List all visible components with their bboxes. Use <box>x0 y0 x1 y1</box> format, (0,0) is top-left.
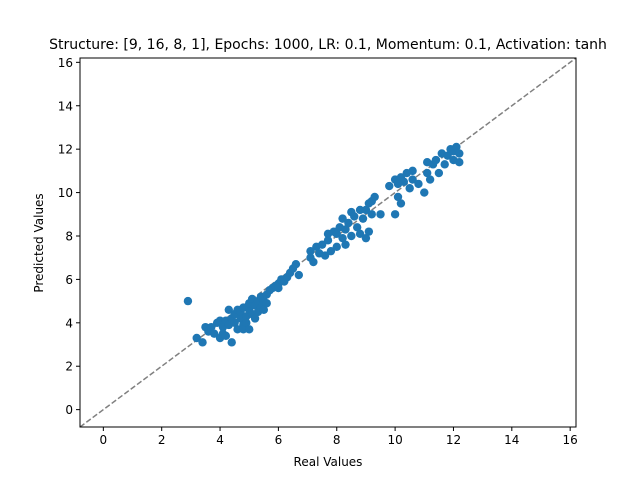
data-point <box>210 329 219 338</box>
data-point <box>361 205 371 215</box>
y-tick-label: 16 <box>58 56 73 70</box>
y-tick-label: 8 <box>65 229 73 243</box>
data-point <box>224 305 233 314</box>
data-point <box>250 314 260 323</box>
axes-frame <box>79 57 577 428</box>
y-tick-label: 12 <box>58 143 73 157</box>
data-point <box>358 214 368 223</box>
data-point <box>341 240 350 249</box>
data-point <box>233 325 242 334</box>
plot-clipped-group <box>80 58 576 427</box>
plot-area: 0 2 4 6 8 10 12 14 16 0 2 4 6 8 10 12 14 16 <box>58 56 578 447</box>
data-point <box>326 246 336 256</box>
data-point <box>309 257 318 267</box>
chart-title: Structure: [9, 16, 8, 1], Epochs: 1000, … <box>49 37 607 53</box>
y-tick-label: 10 <box>58 186 73 200</box>
x-tick-label: 10 <box>387 433 402 447</box>
y-tick-label: 6 <box>65 273 73 287</box>
data-point <box>198 338 207 347</box>
data-point <box>455 149 464 158</box>
data-point <box>207 322 216 332</box>
data-point <box>364 227 374 236</box>
data-point <box>376 210 385 219</box>
data-point <box>408 175 417 184</box>
data-point <box>332 242 341 252</box>
x-axis-label: Real Values <box>294 455 363 469</box>
data-point <box>317 240 327 249</box>
data-point <box>396 199 406 208</box>
data-point <box>385 181 394 191</box>
data-point <box>452 142 461 152</box>
data-point <box>434 168 444 178</box>
data-point <box>414 179 423 189</box>
data-point <box>399 177 409 186</box>
data-point <box>245 325 254 334</box>
data-point <box>338 233 347 243</box>
data-point <box>338 214 347 223</box>
x-tick-label: 8 <box>333 433 341 447</box>
x-tick-label: 6 <box>275 433 283 447</box>
data-point <box>390 210 400 219</box>
data-point <box>408 166 417 176</box>
data-point <box>420 188 429 197</box>
data-point <box>183 296 193 306</box>
data-point <box>259 305 269 314</box>
y-tick-label: 0 <box>65 403 73 417</box>
data-point <box>431 155 441 165</box>
y-tick-label: 2 <box>65 360 73 374</box>
x-tick-label: 14 <box>504 433 519 447</box>
data-point <box>242 318 251 328</box>
data-point <box>425 175 435 184</box>
data-point <box>352 223 362 232</box>
y-tick-label: 4 <box>65 316 73 330</box>
data-point <box>347 231 356 241</box>
data-point <box>405 184 414 193</box>
data-point <box>443 151 452 160</box>
data-point <box>227 338 236 347</box>
data-point <box>332 229 341 239</box>
x-tick-label: 12 <box>446 433 461 447</box>
data-point <box>367 210 376 219</box>
data-point <box>192 333 201 343</box>
data-point <box>455 157 464 167</box>
x-tick-label: 16 <box>563 433 578 447</box>
data-point <box>306 246 315 256</box>
data-point <box>350 212 359 221</box>
data-point <box>262 299 271 308</box>
data-point <box>230 318 239 328</box>
data-point <box>323 236 333 245</box>
x-tick-label: 4 <box>216 433 224 447</box>
data-point <box>239 325 248 334</box>
data-point <box>274 283 283 293</box>
data-point <box>344 218 353 228</box>
data-point <box>355 205 365 215</box>
data-point <box>294 270 304 280</box>
data-point <box>215 316 225 325</box>
y-tick-label: 14 <box>58 99 73 113</box>
data-point <box>221 331 231 341</box>
data-point <box>440 160 449 169</box>
data-point <box>341 225 350 234</box>
x-tick-label: 0 <box>100 433 108 447</box>
data-point <box>355 229 365 239</box>
data-point <box>393 192 403 202</box>
y-axis-label: Predicted Values <box>32 193 46 292</box>
x-tick-label: 2 <box>158 433 166 447</box>
data-point <box>291 260 301 269</box>
data-point <box>370 192 379 202</box>
data-point <box>423 168 432 178</box>
data-point <box>361 233 371 243</box>
data-point <box>320 251 330 260</box>
